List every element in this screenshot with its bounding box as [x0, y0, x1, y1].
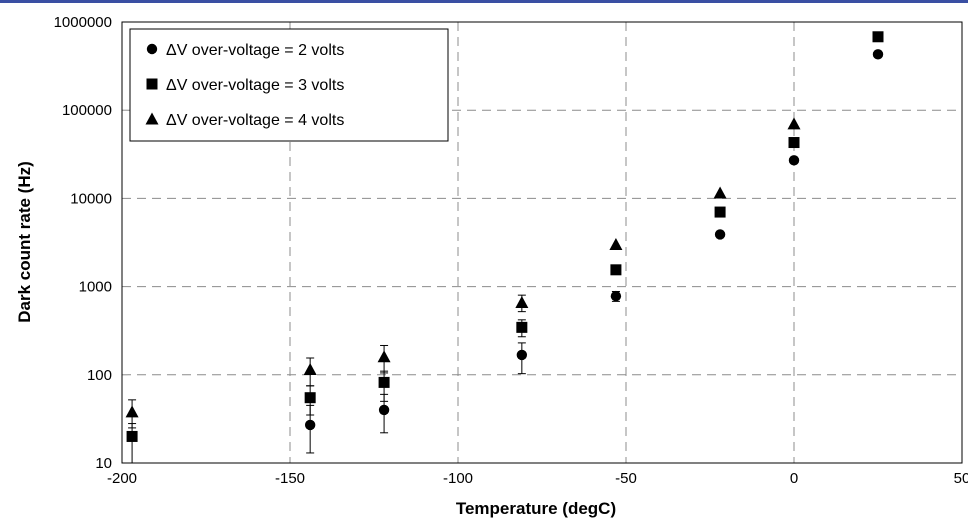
- data-point-triangle: [713, 186, 727, 199]
- data-point-triangle: [303, 362, 317, 375]
- top-rule: [0, 0, 968, 3]
- y-axis-title: Dark count rate (Hz): [15, 161, 34, 323]
- data-point-circle: [714, 229, 726, 240]
- data-point-triangle: [515, 296, 529, 309]
- y-tick-label: 100: [87, 367, 112, 384]
- legend-label: ΔV over-voltage = 2 volts: [166, 42, 344, 59]
- legend: ΔV over-voltage = 2 volts ΔV over-voltage…: [129, 28, 449, 142]
- data-point-square: [126, 430, 138, 442]
- data-point-triangle: [787, 117, 801, 130]
- data-point-square: [378, 376, 390, 388]
- data-point-triangle: [609, 238, 623, 251]
- x-tick-label: 0: [790, 470, 798, 487]
- x-tick-label: -100: [443, 470, 473, 487]
- data-point-circle: [516, 349, 528, 361]
- legend-marker-square: [146, 78, 158, 90]
- legend-label: ΔV over-voltage = 3 volts: [166, 77, 344, 94]
- data-point-circle: [788, 155, 800, 166]
- data-point-circle: [378, 404, 390, 416]
- data-point-circle: [610, 290, 622, 302]
- y-tick-label: 1000000: [54, 14, 112, 31]
- error-bars: [128, 290, 620, 463]
- data-point-circle: [304, 419, 316, 431]
- data-point-square: [610, 264, 622, 276]
- x-tick-label: -150: [275, 470, 305, 487]
- x-axis-title: Temperature (degC): [456, 499, 616, 518]
- data-point-circle: [872, 49, 884, 60]
- legend-label: ΔV over-voltage = 4 volts: [166, 112, 344, 129]
- plot-frame: [121, 21, 963, 464]
- data-markers: [125, 31, 884, 442]
- legend-marker-circle: [146, 43, 158, 55]
- legend-marker-triangle: [145, 112, 159, 125]
- y-tick-label: 10000: [70, 190, 112, 207]
- x-tick-label: -50: [615, 470, 637, 487]
- y-tick-label: 10: [95, 455, 112, 472]
- data-point-square: [714, 206, 726, 218]
- data-point-square: [872, 31, 884, 43]
- y-tick-label: 100000: [62, 102, 112, 119]
- x-tick-label: -200: [107, 470, 137, 487]
- data-point-square: [788, 137, 800, 149]
- x-tick-labels: -200 -150 -100 -50 0 50: [107, 470, 968, 487]
- data-point-triangle: [125, 405, 139, 418]
- legend-box: [129, 28, 449, 142]
- y-tick-label: 1000: [79, 279, 112, 296]
- y-tick-labels: 10 100 1000 10000 100000 1000000: [54, 14, 112, 472]
- data-point-square: [516, 321, 528, 333]
- data-point-square: [304, 392, 316, 404]
- x-tick-label: 50: [954, 470, 968, 487]
- data-point-triangle: [377, 350, 391, 363]
